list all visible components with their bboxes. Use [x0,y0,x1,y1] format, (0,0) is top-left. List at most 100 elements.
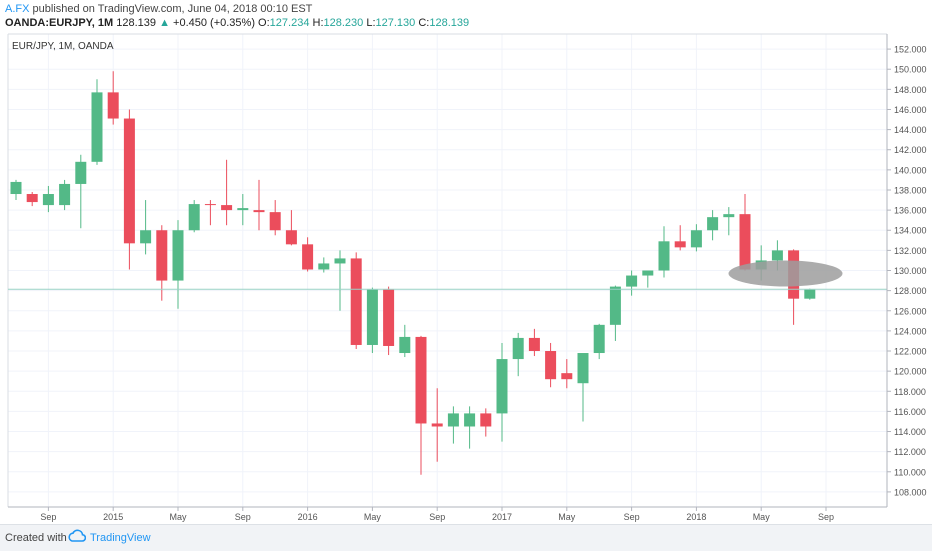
candle-body [609,286,621,325]
candle-body [577,353,589,384]
low-label: L: [366,17,376,29]
time-tick-label: Sep [624,512,640,522]
candle [237,194,249,226]
candle [399,324,411,358]
candle [204,200,216,226]
candle-body [561,373,573,380]
candle-body [156,230,168,281]
price-axis[interactable]: 108.000 110.000 112.000 114.000 116.000 118.0… [887,45,927,498]
candle [690,224,702,252]
candle-body [140,230,152,244]
candle [577,353,589,422]
candle [285,210,297,246]
price-tick-label: 138.000 [894,185,927,195]
candle-body [447,413,459,427]
high-label: H: [312,17,324,29]
candle-body [626,275,638,287]
candle [739,194,751,271]
candle-body [350,258,362,345]
candle [334,250,346,311]
time-tick-label: 2018 [686,512,706,522]
candle-body [172,230,184,281]
candle [545,342,557,388]
candle [107,71,119,125]
candle [156,225,168,301]
candle-body [545,351,557,380]
candle [642,270,654,288]
candle [447,406,459,444]
candle [415,335,427,475]
low-value: 127.130 [375,17,416,29]
candle-body [269,212,281,231]
candle [480,408,492,437]
candle-body [512,337,524,360]
price-change: +0.450 (+0.35%) [173,17,255,29]
created-with-text: Created with [5,532,67,544]
price-tick-label: 132.000 [894,246,927,256]
candle-body [123,118,135,244]
candle-body [415,336,427,424]
price-tick-label: 118.000 [894,387,926,397]
candle [318,257,330,273]
candle-body [75,161,87,184]
candle-body [107,92,119,119]
price-tick-label: 134.000 [894,226,927,236]
close-value: 128.139 [429,17,470,29]
candle-body [302,244,314,270]
candle-body [707,217,719,231]
candle [804,288,816,300]
candle [75,154,87,229]
candle-body [383,289,395,346]
candle-body [42,194,54,206]
candle [350,252,362,349]
price-tick-label: 150.000 [894,65,927,75]
price-tick-label: 126.000 [894,306,927,316]
time-tick-label: Sep [235,512,251,522]
candle [723,207,735,236]
symbol-info: OANDA:EURJPY, 1M 128.139 ▲ +0.450 (+0.35… [5,17,469,29]
high-value: 128.230 [323,17,364,29]
candlestick-chart[interactable]: 108.000 110.000 112.000 114.000 116.000 118.0… [0,0,932,524]
candle-body [690,230,702,248]
candle [26,192,38,207]
candle-body [188,204,200,231]
open-label: O: [258,17,270,29]
chart-header: A.FX published on TradingView.com, June … [0,0,932,34]
candle [464,406,476,449]
price-tick-label: 140.000 [894,165,927,175]
candle-body [739,214,751,270]
candle-body [771,250,783,261]
candle [302,237,314,272]
time-tick-label: May [558,512,576,522]
candle [123,109,135,270]
candle-body [59,183,71,206]
candle [253,179,265,231]
publish-text: published on TradingView.com, June 04, 2… [32,3,313,15]
tradingview-link[interactable]: TradingView [90,532,151,544]
candle-body [528,337,540,352]
time-tick-label: May [364,512,382,522]
time-axis[interactable]: Sep 2015 May Sep 2016 May Sep 2017 May Sep 2018 May… [40,507,834,522]
candle [140,200,152,255]
open-value: 127.234 [269,17,310,29]
price-tick-label: 112.000 [894,447,926,457]
candle-body [237,208,249,211]
candle-body [221,205,233,211]
author-link[interactable]: A.FX [5,3,30,15]
candle-body [593,324,605,354]
time-tick-label: May [753,512,771,522]
candle-body [658,241,670,271]
candle [528,328,540,357]
publish-info: A.FX published on TradingView.com, June … [5,3,312,15]
candle [561,359,573,389]
candle-body [431,423,443,427]
change-up-icon: ▲ [159,17,170,29]
price-tick-label: 144.000 [894,125,927,135]
time-tick-label: Sep [818,512,834,522]
time-tick-label: 2016 [298,512,318,522]
candle-body [399,336,411,354]
candle-body [204,204,216,206]
candle-body [318,263,330,270]
price-tick-label: 122.000 [894,347,927,357]
candle [512,332,524,377]
